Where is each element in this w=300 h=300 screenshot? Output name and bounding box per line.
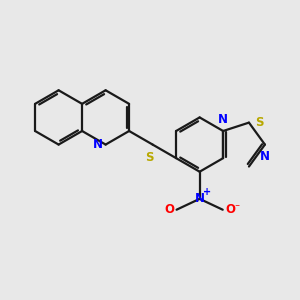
Text: N: N	[260, 150, 270, 163]
Text: S: S	[145, 151, 154, 164]
Text: O: O	[164, 203, 174, 216]
Text: +: +	[203, 188, 211, 197]
Text: ⁻: ⁻	[234, 203, 239, 213]
Text: N: N	[92, 138, 102, 151]
Text: O: O	[225, 203, 235, 216]
Text: N: N	[218, 113, 228, 126]
Text: N: N	[195, 192, 205, 206]
Text: S: S	[255, 116, 264, 129]
